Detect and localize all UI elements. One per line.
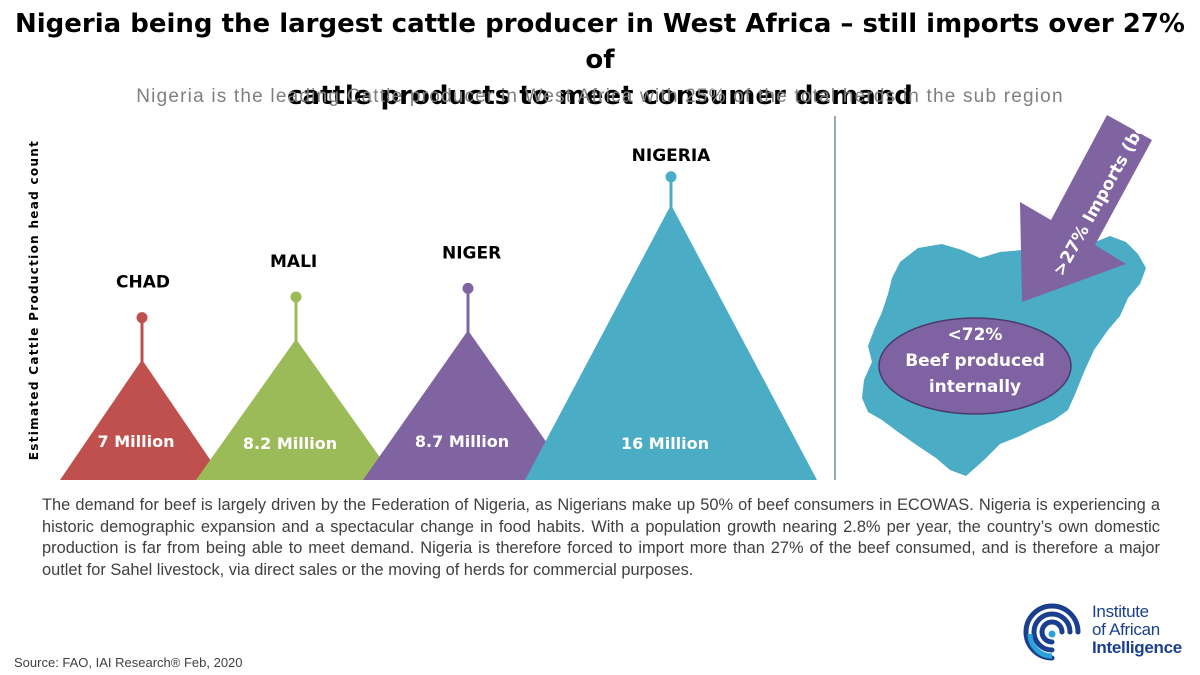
logo-line-3: Intelligence <box>1092 638 1182 657</box>
peak-dot-mali <box>290 291 302 303</box>
internal-line-3: internally <box>928 377 1022 397</box>
category-label-chad: CHAD <box>116 273 170 293</box>
peak-dot-chad <box>136 312 148 324</box>
value-label-nigeria: 16 Million <box>621 434 709 453</box>
subtitle: Nigeria is the leading Cattle producer i… <box>136 86 1064 107</box>
internal-line-2: Beef produced <box>905 351 1045 371</box>
internal-production-label: <72% Beef produced internally <box>880 322 1070 400</box>
title-line-2: cattle products to meet consumer demand <box>287 81 913 111</box>
imports-label: >27% Imports (beef) <box>1049 95 1164 280</box>
bar-nigeria <box>525 204 817 481</box>
category-label-niger: NIGER <box>442 243 501 263</box>
category-label-mali: MALI <box>270 252 317 272</box>
internal-percent: <72% <box>947 325 1003 345</box>
value-label-chad: 7 Million <box>98 432 175 451</box>
iai-logo-text: Institute of African Intelligence <box>1092 603 1182 657</box>
bar-mali <box>196 338 396 480</box>
title-line-1: Nigeria being the largest cattle produce… <box>15 9 1185 75</box>
category-label-nigeria: NIGERIA <box>632 146 712 166</box>
panel-divider <box>834 116 836 480</box>
value-label-mali: 8.2 Million <box>243 434 337 453</box>
cattle-production-chart: CHAD 7 Million MALI 8.2 Million NIGER 8.7 Mil… <box>60 146 817 481</box>
bar-chad <box>60 359 224 480</box>
description-paragraph: The demand for beef is largely driven by… <box>42 496 1160 579</box>
logo-line-1: Institute <box>1092 602 1149 621</box>
peak-dot-niger <box>462 282 474 294</box>
value-label-niger: 8.7 Million <box>415 432 509 451</box>
bar-niger <box>363 330 573 480</box>
page-title: Nigeria being the largest cattle produce… <box>0 6 1200 114</box>
iai-logo-icon <box>1023 603 1081 661</box>
logo-line-2: of African <box>1092 620 1160 639</box>
source-note: Source: FAO, IAI Research® Feb, 2020 <box>14 655 243 670</box>
peak-dot-nigeria <box>665 171 677 183</box>
